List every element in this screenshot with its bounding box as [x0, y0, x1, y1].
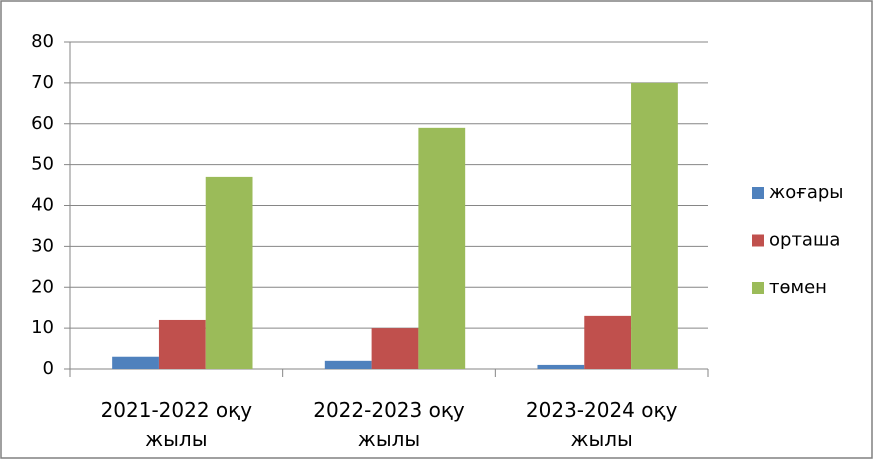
x-tick-label: 2021-2022 оқу жылы — [100, 398, 253, 451]
y-tick-label: 0 — [43, 358, 54, 379]
bar — [371, 328, 419, 369]
y-tick-label: 30 — [31, 235, 54, 256]
x-tick-label: 2023-2024 оқу жылы — [525, 398, 678, 451]
bar — [158, 319, 206, 369]
y-tick-label: 60 — [31, 113, 54, 134]
legend-swatch — [752, 234, 764, 247]
y-tick-label: 40 — [31, 195, 54, 216]
y-tick-label: 70 — [31, 72, 54, 93]
bar — [418, 127, 466, 370]
legend-label: орташа — [769, 230, 840, 251]
x-tick-label: 2022-2023 оқу жылы — [313, 398, 465, 451]
y-tick-label: 50 — [31, 154, 54, 175]
y-tick-label: 80 — [31, 31, 54, 52]
bar — [584, 315, 632, 369]
legend-label: төмен — [769, 277, 827, 298]
bar — [324, 360, 372, 369]
legend-swatch — [752, 187, 764, 199]
bar — [205, 176, 253, 369]
bar — [631, 82, 678, 369]
legend-swatch — [752, 282, 764, 294]
legend-label: жоғары — [769, 182, 844, 203]
y-tick-label: 10 — [31, 317, 54, 338]
y-tick-label: 20 — [31, 276, 54, 297]
bar — [112, 356, 159, 369]
bar — [537, 364, 585, 369]
